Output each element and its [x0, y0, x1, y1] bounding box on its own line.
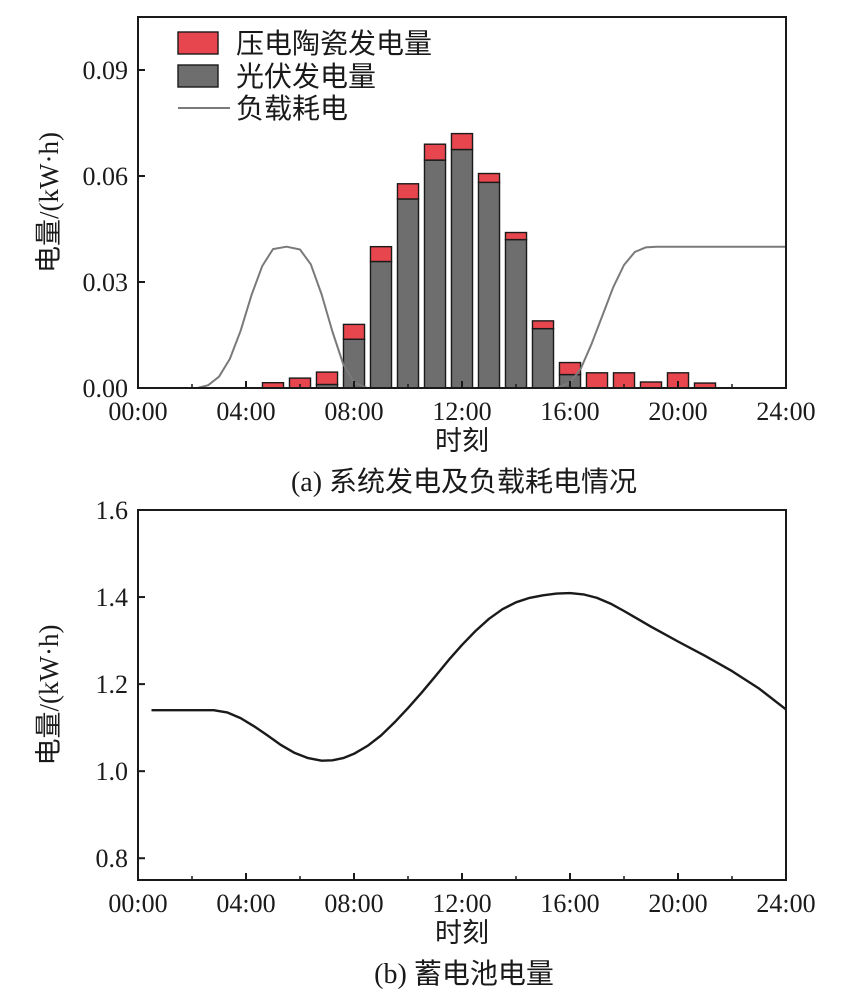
bar-piezo-9	[369, 245, 393, 263]
load-consumption-line	[138, 245, 786, 389]
x-tick-label: 20:00	[648, 397, 707, 426]
x-tick-label: 04:00	[216, 889, 275, 918]
bar-piezo-14	[504, 231, 528, 241]
bar-pv-15	[531, 327, 555, 389]
bar-pv-11	[423, 159, 447, 389]
y-tick-label: 0.00	[83, 374, 129, 403]
y-axis-title: 电量/(kW·h)	[34, 625, 64, 766]
x-axis-title: 时刻	[435, 426, 489, 456]
battery-level-line	[151, 591, 787, 762]
bar-piezo-7	[315, 371, 339, 386]
bar-pv-8	[342, 338, 366, 389]
y-tick-label: 0.06	[83, 162, 129, 191]
y-tick-label: 1.6	[96, 496, 129, 525]
x-tick-label: 12:00	[432, 397, 491, 426]
y-tick-label: 1.2	[96, 670, 129, 699]
chart-panel-b: 00:00 04:00 08:00 12:00 16:00 20:00 24:00 0.8 1.…	[34, 496, 816, 990]
legend-swatch-0	[177, 31, 219, 55]
y-tick-label: 1.0	[96, 757, 129, 786]
bar-pv-14	[504, 238, 528, 389]
y-tick-label: 0.8	[96, 844, 129, 873]
bar-piezo-13	[477, 172, 501, 184]
x-tick-label: 00:00	[108, 889, 167, 918]
x-tick-label: 08:00	[324, 397, 383, 426]
x-tick-label: 24:00	[756, 889, 815, 918]
legend-label-1: 光伏发电量	[236, 61, 376, 93]
x-axis-title: 时刻	[435, 918, 489, 948]
bar-piezo-8	[342, 323, 366, 340]
x-tick-label: 16:00	[540, 889, 599, 918]
legend-swatch-1	[177, 64, 219, 88]
y-axis-title: 电量/(kW·h)	[34, 132, 64, 273]
bar-piezo-15	[531, 320, 555, 330]
panel-caption: (b) 蓄电池电量	[374, 958, 554, 990]
bar-piezo-17	[585, 372, 609, 389]
y-tick-label: 0.09	[83, 56, 129, 85]
panel-caption: (a) 系统发电及负载耗电情况	[291, 466, 637, 498]
legend-label-2: 负载耗电	[236, 93, 348, 125]
bar-pv-12	[450, 148, 474, 389]
plot-frame	[137, 509, 787, 881]
bar-pv-13	[477, 181, 501, 389]
x-tick-label: 20:00	[648, 889, 707, 918]
y-tick-label: 0.03	[83, 268, 129, 297]
x-tick-label: 04:00	[216, 397, 275, 426]
chart-panel-a: 00:00 04:00 08:00 12:00 16:00 20:00 24:00 0.00 0…	[34, 16, 816, 498]
x-tick-label: 16:00	[540, 397, 599, 426]
bar-piezo-11	[423, 143, 447, 161]
legend-label-0: 压电陶瓷发电量	[236, 28, 432, 60]
bar-piezo-10	[396, 183, 420, 200]
x-tick-label: 12:00	[432, 889, 491, 918]
x-tick-label: 00:00	[108, 397, 167, 426]
bar-piezo-12	[450, 132, 474, 151]
bar-pv-10	[396, 198, 420, 389]
x-tick-label: 24:00	[756, 397, 815, 426]
bar-pv-9	[369, 260, 393, 389]
x-tick-label: 08:00	[324, 889, 383, 918]
y-tick-label: 1.4	[96, 583, 129, 612]
